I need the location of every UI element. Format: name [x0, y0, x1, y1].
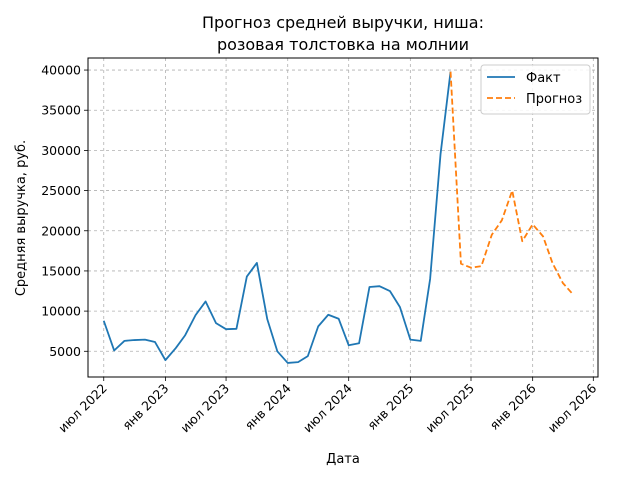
legend-label-forecast: Прогноз: [526, 92, 582, 107]
x-axis-label: Дата: [326, 452, 360, 467]
y-tick-label: 5000: [49, 344, 81, 359]
grid: [88, 58, 598, 377]
y-tick-label: 15000: [41, 263, 81, 278]
y-tick-label: 35000: [41, 103, 81, 118]
y-tick-label: 30000: [41, 143, 81, 158]
legend: Факт Прогноз: [480, 64, 591, 115]
plot-frame: [87, 57, 599, 378]
chart-title-line-2: розовая толстовка на молнии: [217, 35, 469, 54]
chart-title-line-1: Прогноз средней выручки, ниша:: [202, 13, 484, 32]
y-tick-label: 40000: [41, 63, 81, 78]
legend-label-fact: Факт: [526, 71, 561, 86]
y-tick-label: 20000: [41, 223, 81, 238]
y-axis-label: Средняя выручка, руб.: [14, 140, 29, 296]
y-axis: 5000 10000 15000 20000 25000 30000 35000 40000: [41, 63, 88, 359]
series-line-forecast: [449, 71, 574, 295]
y-tick-label: 10000: [41, 304, 81, 319]
series-layer: [102, 71, 574, 364]
series-line-fact: [102, 71, 452, 364]
y-tick-label: 25000: [41, 183, 81, 198]
